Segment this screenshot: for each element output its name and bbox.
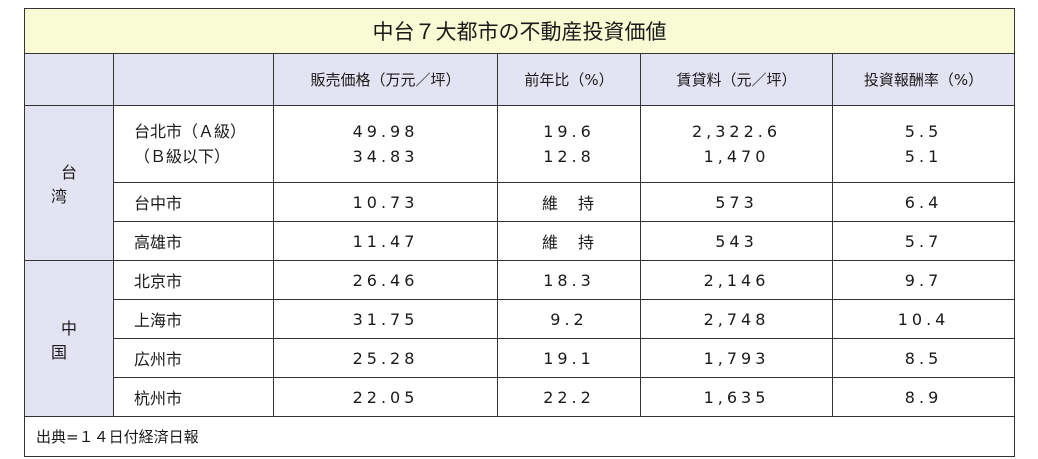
roi-guangzhou: 8.5 xyxy=(831,338,1016,378)
header-region xyxy=(24,53,114,106)
price-taipei: 49.98 34.83 xyxy=(273,105,498,183)
yoy-taichung: 維 持 xyxy=(497,182,641,222)
rent-taichung: 573 xyxy=(640,182,833,222)
header-yoy: 前年比（%） xyxy=(497,53,641,106)
region-china: 中 国 xyxy=(24,260,114,417)
city-taichung: 台中市 xyxy=(113,182,274,222)
table-title: 中台７大都市の不動産投資価値 xyxy=(23,8,1016,54)
header-rent: 賃貸料（元／坪） xyxy=(640,53,833,106)
rent-kaohsiung: 543 xyxy=(640,221,833,261)
rent-shanghai: 2,748 xyxy=(640,299,833,339)
yoy-guangzhou: 19.1 xyxy=(497,338,641,378)
source-note: 出典=１４日付経済日報 xyxy=(23,416,1016,457)
region-taiwan: 台 湾 xyxy=(24,105,114,261)
roi-taichung: 6.4 xyxy=(831,182,1016,222)
roi-kaohsiung: 5.7 xyxy=(831,221,1016,261)
city-hangzhou: 杭州市 xyxy=(113,377,274,417)
price-kaohsiung: 11.47 xyxy=(273,221,498,261)
roi-shanghai: 10.4 xyxy=(831,299,1016,339)
yoy-hangzhou: 22.2 xyxy=(497,377,641,417)
price-beijing: 26.46 xyxy=(273,260,498,300)
rent-hangzhou: 1,635 xyxy=(640,377,833,417)
roi-taipei: 5.5 5.1 xyxy=(831,105,1016,183)
header-roi: 投資報酬率（%） xyxy=(831,53,1016,106)
yoy-beijing: 18.3 xyxy=(497,260,641,300)
header-price: 販売価格（万元／坪） xyxy=(273,53,498,106)
header-row: 販売価格（万元／坪） 前年比（%） 賃貸料（元／坪） 投資報酬率（%） xyxy=(24,53,1016,106)
price-taichung: 10.73 xyxy=(273,182,498,222)
city-kaohsiung: 高雄市 xyxy=(113,221,274,261)
price-guangzhou: 25.28 xyxy=(273,338,498,378)
roi-beijing: 9.7 xyxy=(831,260,1016,300)
rent-guangzhou: 1,793 xyxy=(640,338,833,378)
rent-beijing: 2,146 xyxy=(640,260,833,300)
table-row-kaohsiung: 高雄市 11.47 維 持 543 5.7 xyxy=(25,221,1016,261)
price-shanghai: 31.75 xyxy=(273,299,498,339)
roi-hangzhou: 8.9 xyxy=(831,377,1016,417)
table-row-taichung: 台中市 10.73 維 持 573 6.4 xyxy=(25,182,1016,222)
table-row-guangzhou: 広州市 25.28 19.1 1,793 8.5 xyxy=(25,338,1016,378)
table-row-beijing: 中 国 北京市 26.46 18.3 2,146 9.7 xyxy=(24,260,1016,417)
yoy-kaohsiung: 維 持 xyxy=(497,221,641,261)
table-row-taipei: 台 湾 台北市（Ａ級） （Ｂ級以下） 49.98 34.83 19.6 12.8… xyxy=(24,105,1016,261)
city-taipei: 台北市（Ａ級） （Ｂ級以下） xyxy=(113,105,274,183)
investment-value-table: 中台７大都市の不動産投資価値 販売価格（万元／坪） 前年比（%） 賃貸料（元／坪… xyxy=(23,8,1016,457)
city-shanghai: 上海市 xyxy=(113,299,274,339)
yoy-shanghai: 9.2 xyxy=(497,299,641,339)
rent-taipei: 2,322.6 1,470 xyxy=(640,105,833,183)
header-city xyxy=(113,53,274,106)
price-hangzhou: 22.05 xyxy=(273,377,498,417)
table-row-hangzhou: 杭州市 22.05 22.2 1,635 8.9 xyxy=(25,377,1016,417)
table-row-shanghai: 上海市 31.75 9.2 2,748 10.4 xyxy=(25,299,1016,339)
city-guangzhou: 広州市 xyxy=(113,338,274,378)
city-beijing: 北京市 xyxy=(113,260,274,300)
yoy-taipei: 19.6 12.8 xyxy=(497,105,641,183)
